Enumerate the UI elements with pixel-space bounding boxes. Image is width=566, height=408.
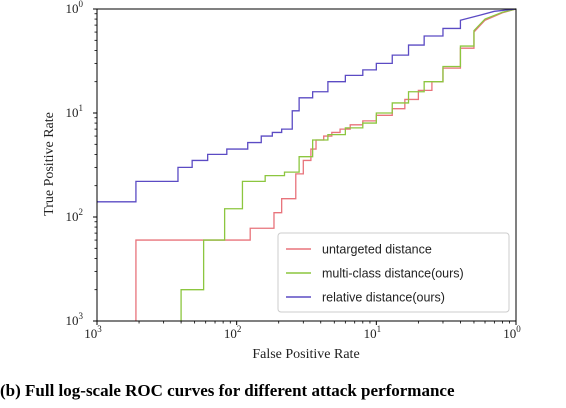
y-tick-label: 100 (66, 0, 84, 16)
legend: untargeted distance multi-class distance(… (277, 232, 510, 313)
y-tick-label: 102 (66, 207, 84, 224)
y-tick-label: 103 (66, 311, 84, 328)
roc-chart: 103 102 101 100 103 102 101 100 False Positive … (42, 0, 522, 362)
series-layer (97, 8, 517, 321)
legend-box (277, 232, 510, 313)
tick-layer: 103 102 101 100 103 102 101 100 (66, 0, 522, 341)
plot-frame (96, 8, 517, 322)
x-tick-label: 102 (224, 324, 242, 341)
series-line-3 (97, 8, 517, 203)
y-tick-label: 101 (66, 103, 84, 120)
legend-label-2: multi-class distance(ours) (322, 267, 464, 281)
legend-label-1: untargeted distance (322, 243, 432, 257)
legend-label-3: relative distance(ours) (322, 291, 445, 305)
x-tick-label: 100 (503, 324, 521, 341)
series-line-2 (180, 8, 517, 321)
y-axis-label: True Positive Rate (42, 112, 57, 216)
x-tick-label: 103 (84, 324, 102, 341)
x-axis-label: False Positive Rate (252, 347, 359, 362)
x-tick-label: 101 (364, 324, 382, 341)
figure-caption: (b) Full log-scale ROC curves for differ… (0, 381, 455, 400)
